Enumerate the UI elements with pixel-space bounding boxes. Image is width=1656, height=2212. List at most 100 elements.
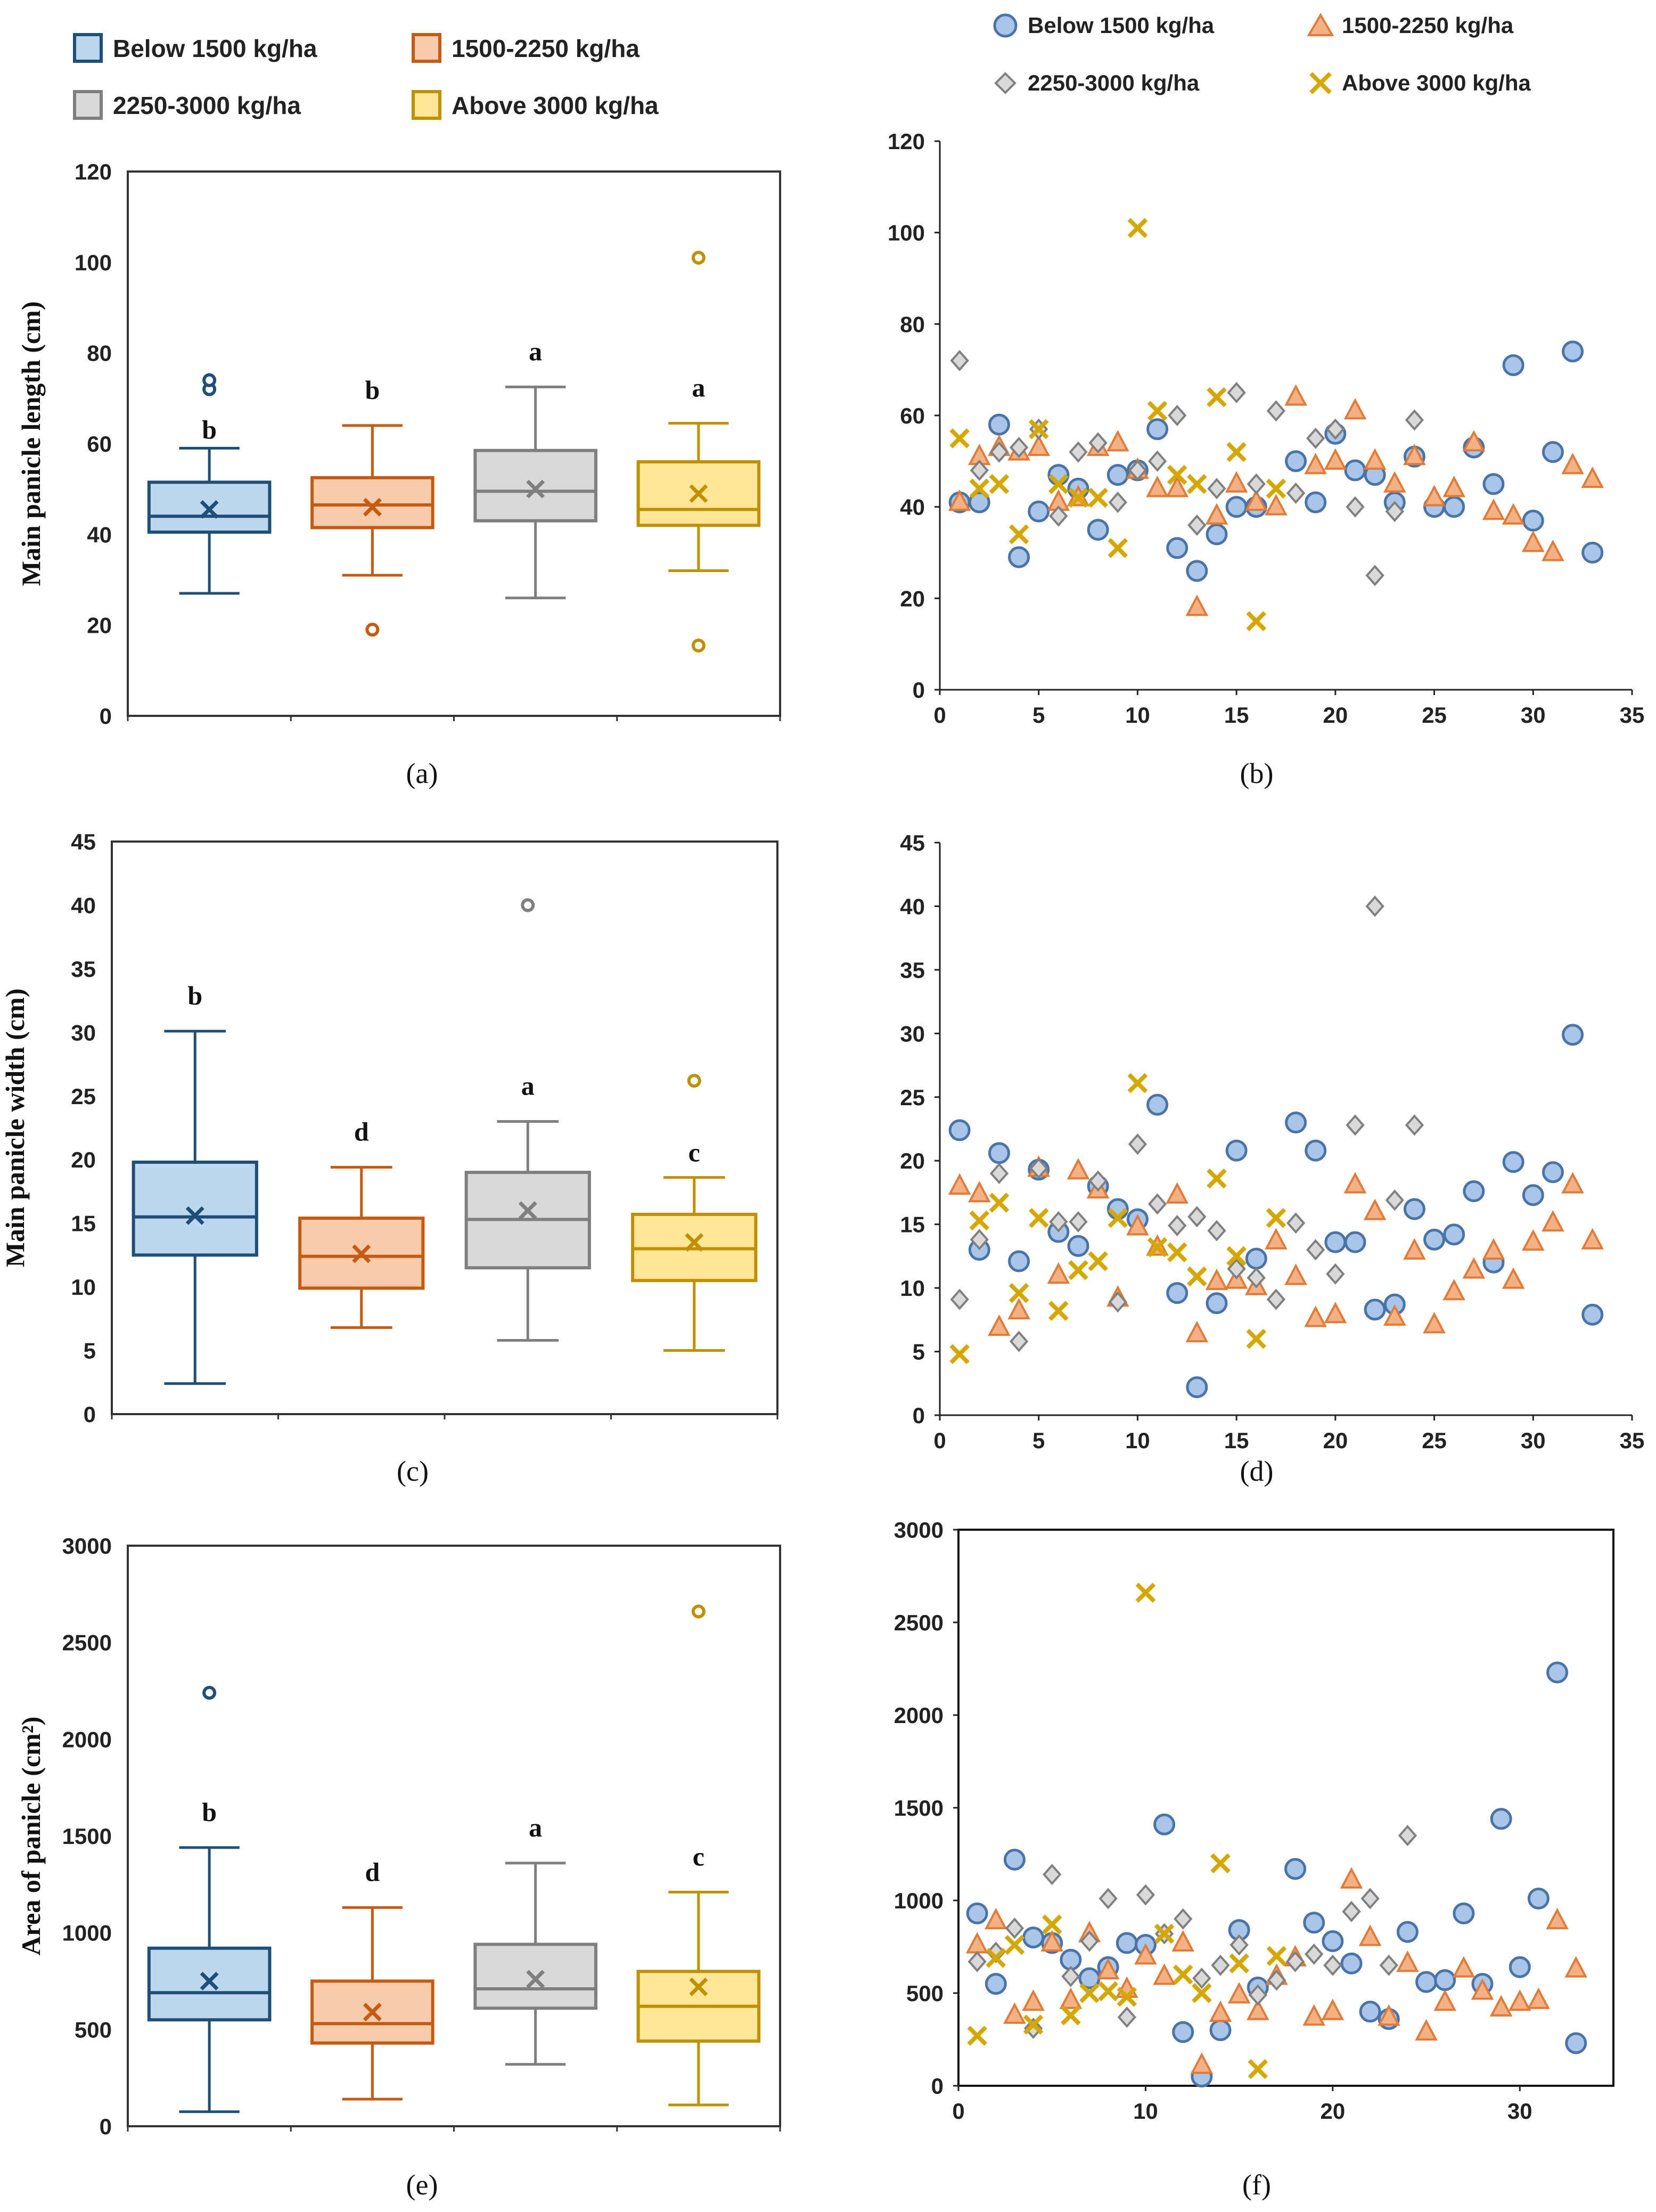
y-tick-label: 40 [900,894,925,919]
point-above-3000 [1088,487,1108,508]
x-tick-label: 35 [1620,703,1645,728]
y-tick-label: 2000 [894,1703,944,1728]
point-above-3000 [1098,1981,1118,2002]
point-2250-3000 [1306,1239,1325,1261]
point-2250-3000 [1061,1965,1080,1987]
significance-letter: d [365,1857,380,1887]
point-below-1500 [1003,1848,1026,1871]
point-below-1500 [1434,1969,1456,1991]
point-1500-2250 [1363,1198,1387,1220]
point-1500-2250 [1482,498,1505,520]
legend-left-label: 1500-2250 kg/ha [452,35,640,62]
point-1500-2250 [1561,453,1584,475]
y-tick-label: 0 [913,678,925,703]
point-1500-2250 [1502,1267,1525,1289]
point-below-1500 [1562,1024,1584,1046]
point-below-1500 [1396,1921,1419,1943]
point-below-1500 [1284,1858,1307,1880]
point-below-1500 [1146,418,1169,440]
point-1500-2250 [1205,1268,1228,1291]
series-3 [950,349,1424,586]
point-below-1500 [1206,523,1228,545]
point-below-1500 [948,1119,971,1141]
point-2250-3000 [1398,1825,1417,1847]
box-3: a [464,898,591,1342]
x-tick-label: 30 [1507,2099,1532,2124]
point-below-1500 [1166,537,1188,559]
plot-frame [111,840,778,1415]
point-1500-2250 [1134,1943,1157,1965]
point-2250-3000 [1192,1968,1211,1989]
y-tick-label: 15 [71,1211,96,1236]
point-below-1500 [1565,2032,1587,2054]
point-1500-2250 [1343,398,1367,420]
iqr-box [473,1942,597,2010]
y-tick-label: 40 [71,893,96,918]
point-1500-2250 [1265,494,1288,516]
point-above-3000 [1048,1301,1069,1321]
point-below-1500 [1186,1376,1208,1398]
point-2250-3000 [1187,514,1207,536]
point-2250-3000 [970,1229,989,1251]
legend-left-item: Below 1500 kg/ha [73,33,317,63]
y-tick-label: 25 [900,1085,925,1110]
y-tick-label: 80 [900,312,925,337]
point-below-1500 [1502,1151,1524,1173]
legend-right-label: 2250-3000 kg/ha [1028,70,1200,95]
point-below-1500 [1186,560,1208,582]
point-below-1500 [1305,491,1327,513]
y-tick-label: 0 [84,1402,96,1427]
panel-label: (e) [406,2169,438,2201]
x-tick-label: 20 [1323,1428,1348,1453]
legend-right-label: Above 3000 kg/ha [1342,70,1531,95]
point-1500-2250 [1403,1238,1426,1260]
point-1500-2250 [1363,448,1387,470]
point-2250-3000 [1326,418,1345,440]
point-1500-2250 [1205,503,1228,525]
point-below-1500 [1028,500,1050,523]
point-1500-2250 [1059,1987,1083,2009]
point-below-1500 [1008,1250,1030,1272]
point-above-3000 [1004,1935,1025,1955]
y-tick-label: 120 [888,129,925,154]
panel-label: (c) [397,1455,429,1487]
y-tick-label: 3000 [62,1533,112,1558]
point-2250-3000 [1168,1215,1187,1237]
point-above-3000 [1135,1582,1156,1603]
point-1500-2250 [1482,1238,1505,1260]
y-tick-label: 35 [71,957,96,982]
y-tick-label: 1500 [894,1795,944,1821]
point-1500-2250 [1527,1987,1550,2009]
point-2250-3000 [1342,1900,1361,1922]
point-above-3000 [1266,1946,1287,1966]
point-2250-3000 [1043,1864,1062,1885]
y-tick-label: 20 [87,613,112,638]
point-1500-2250 [1166,476,1189,497]
y-tick-label: 30 [71,1020,96,1045]
mean-marker [352,1244,371,1263]
point-above-3000 [1127,1073,1148,1093]
point-below-1500 [1423,1228,1446,1251]
point-below-1500 [1364,1299,1386,1321]
point-below-1500 [1106,464,1129,486]
x-tick-label: 10 [1125,703,1150,728]
legend-right-label: Below 1500 kg/ha [1028,13,1215,38]
point-1500-2250 [1047,1262,1070,1284]
point-1500-2250 [1126,1214,1149,1236]
point-1500-2250 [1067,1158,1090,1180]
mean-marker [363,2003,382,2022]
point-1500-2250 [1321,1998,1345,2020]
point-below-1500 [1562,340,1584,363]
point-1500-2250 [1007,1297,1030,1320]
point-below-1500 [1322,1930,1344,1953]
y-tick-label: 0 [931,2074,944,2099]
y-tick-label: 35 [900,958,925,983]
point-2250-3000 [1305,1943,1324,1965]
point-2250-3000 [1285,1950,1305,1972]
point-1500-2250 [1383,471,1406,493]
point-2250-3000 [1136,1884,1155,1906]
point-2250-3000 [1005,1917,1024,1939]
box-2: b [310,375,435,637]
point-above-3000 [1028,419,1049,439]
point-above-3000 [1266,1207,1286,1228]
